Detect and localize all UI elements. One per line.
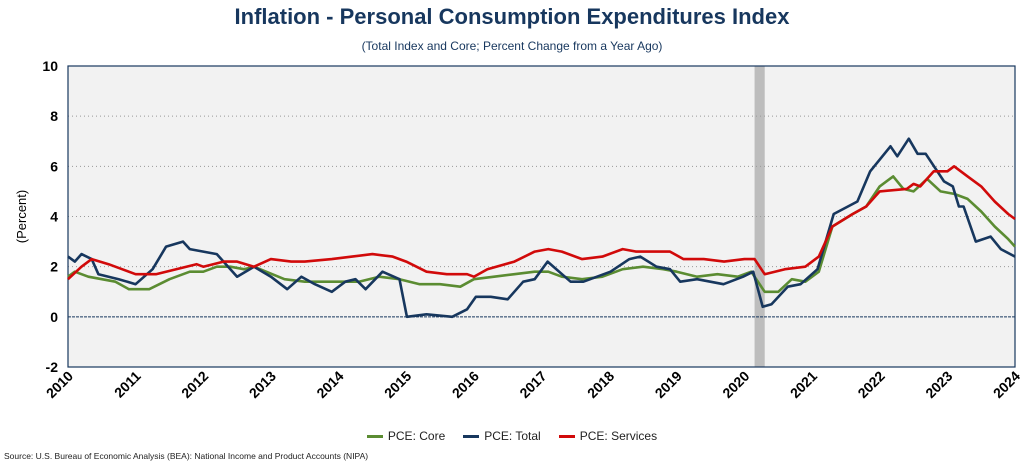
legend-label: PCE: Core bbox=[387, 429, 446, 443]
y-axis-label: (Percent) bbox=[14, 190, 29, 243]
x-tick-label: 2013 bbox=[246, 368, 279, 401]
legend: PCE: Core PCE: Total PCE: Services bbox=[0, 429, 1024, 443]
x-tick-label: 2022 bbox=[854, 368, 887, 401]
series-line-pce-services bbox=[67, 165, 1016, 281]
series-line-pce-total bbox=[67, 137, 1016, 319]
y-tick-label: 10 bbox=[42, 58, 58, 74]
y-tick-label: 4 bbox=[50, 209, 58, 225]
recession-band bbox=[754, 66, 765, 367]
legend-label: PCE: Services bbox=[579, 429, 658, 443]
chart-subtitle: (Total Index and Core; Percent Change fr… bbox=[361, 39, 663, 53]
x-tick-label: 2019 bbox=[652, 368, 685, 401]
legend-swatch bbox=[558, 434, 575, 438]
x-tick-label: 2011 bbox=[111, 368, 144, 401]
chart-title: Inflation - Personal Consumption Expendi… bbox=[234, 4, 790, 29]
x-tick-label: 2020 bbox=[719, 368, 752, 401]
legend-item-core: PCE: Core bbox=[366, 429, 446, 443]
x-tick-label: 2024 bbox=[990, 368, 1023, 401]
legend-item-total: PCE: Total bbox=[463, 429, 541, 443]
source-note: Source: U.S. Bureau of Economic Analysis… bbox=[4, 451, 369, 461]
y-tick-label: 0 bbox=[50, 309, 58, 325]
x-tick-label: 2016 bbox=[449, 368, 482, 401]
x-tick-label: 2012 bbox=[178, 368, 211, 401]
legend-label: PCE: Total bbox=[484, 429, 541, 443]
x-tick-label: 2023 bbox=[922, 368, 955, 401]
x-tick-label: 2018 bbox=[584, 368, 617, 401]
x-tick-label: 2017 bbox=[516, 368, 549, 401]
x-tick-label: 2015 bbox=[381, 368, 414, 401]
x-tick-label: 2021 bbox=[787, 368, 820, 401]
legend-swatch bbox=[463, 434, 480, 438]
y-tick-label: 2 bbox=[50, 259, 58, 275]
y-tick-label: -2 bbox=[46, 359, 59, 375]
y-tick-label: 8 bbox=[50, 108, 58, 124]
y-tick-label: 6 bbox=[50, 158, 58, 174]
legend-swatch bbox=[366, 434, 383, 438]
legend-item-services: PCE: Services bbox=[558, 429, 658, 443]
x-tick-label: 2014 bbox=[313, 368, 346, 401]
plot-border bbox=[67, 65, 1016, 368]
